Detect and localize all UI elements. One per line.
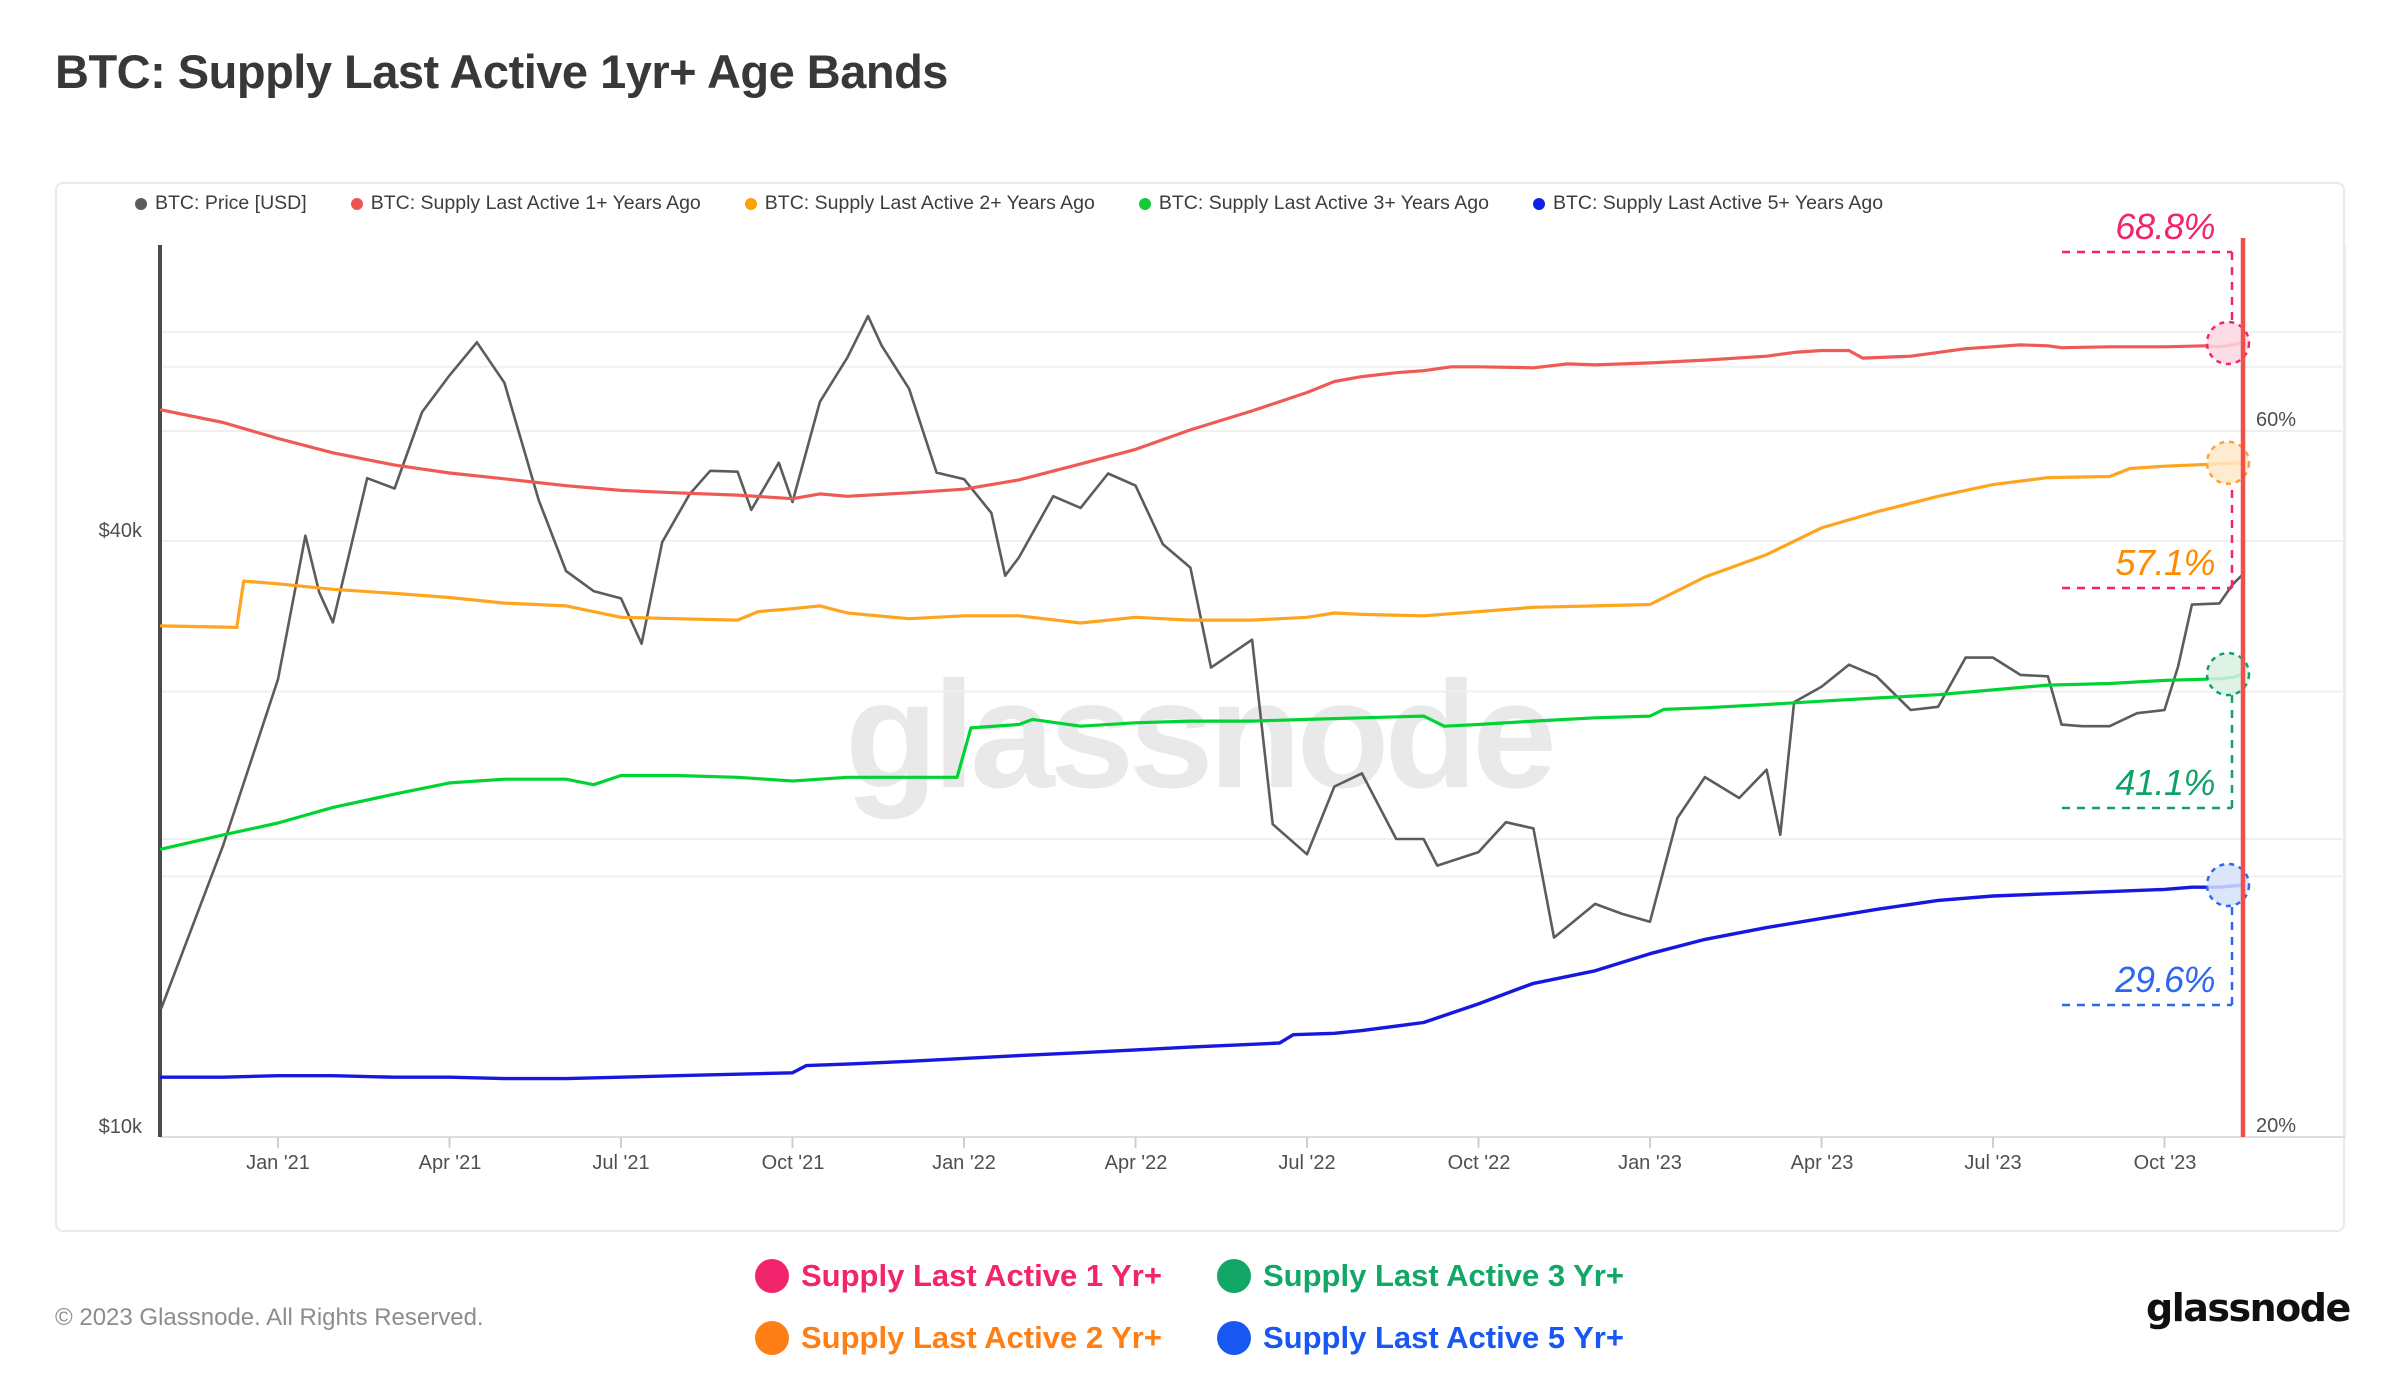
bottom-legend-label: Supply Last Active 3 Yr+ [1263, 1258, 1624, 1293]
legend-dot-icon [135, 197, 147, 210]
top-legend-label: BTC: Supply Last Active 5+ Years Ago [1552, 192, 1884, 214]
legend-dot-icon [1217, 1321, 1251, 1355]
legend-dot-icon [755, 1321, 789, 1355]
top-legend: BTC: Price [USD] BTC: Supply Last Active … [135, 192, 1883, 215]
bottom-legend-label: Supply Last Active 5 Yr+ [1263, 1320, 1624, 1355]
bottom-legend-item-2[interactable]: Supply Last Active 2 Yr+ [755, 1320, 1217, 1356]
legend-dot-icon [1217, 1259, 1251, 1293]
top-legend-label: BTC: Supply Last Active 3+ Years Ago [1158, 192, 1489, 214]
bottom-legend-label: Supply Last Active 1 Yr+ [801, 1258, 1162, 1293]
legend-dot-icon [1138, 197, 1151, 210]
top-legend-label: BTC: Price [USD] [155, 192, 307, 214]
top-legend-item-4[interactable]: BTC: Supply Last Active 5+ Years Ago [1532, 192, 1884, 215]
top-legend-item-2[interactable]: BTC: Supply Last Active 2+ Years Ago [744, 192, 1095, 215]
legend-dot-icon [744, 197, 757, 210]
top-legend-item-0[interactable]: BTC: Price [USD] [135, 192, 307, 215]
top-legend-label: BTC: Supply Last Active 1+ Years Ago [370, 192, 701, 214]
bottom-legend: Supply Last Active 1 Yr+ Supply Last Acti… [755, 1258, 1624, 1356]
legend-dot-icon [755, 1259, 789, 1293]
bottom-legend-item-3[interactable]: Supply Last Active 5 Yr+ [1217, 1320, 1624, 1356]
top-legend-label: BTC: Supply Last Active 2+ Years Ago [764, 192, 1095, 214]
glassnode-logo: glassnode [2146, 1286, 2351, 1330]
bottom-legend-label: Supply Last Active 2 Yr+ [801, 1320, 1162, 1355]
glassnode-watermark: glassnode [845, 650, 1557, 820]
top-legend-item-1[interactable]: BTC: Supply Last Active 1+ Years Ago [350, 192, 701, 215]
top-legend-item-3[interactable]: BTC: Supply Last Active 3+ Years Ago [1138, 192, 1489, 215]
bottom-legend-item-0[interactable]: Supply Last Active 1 Yr+ [755, 1258, 1217, 1294]
copyright-text: © 2023 Glassnode. All Rights Reserved. [55, 1304, 484, 1331]
legend-dot-icon [1532, 197, 1545, 210]
bottom-legend-item-1[interactable]: Supply Last Active 3 Yr+ [1217, 1258, 1624, 1294]
page-title: BTC: Supply Last Active 1yr+ Age Bands [55, 45, 948, 98]
legend-dot-icon [350, 197, 363, 210]
